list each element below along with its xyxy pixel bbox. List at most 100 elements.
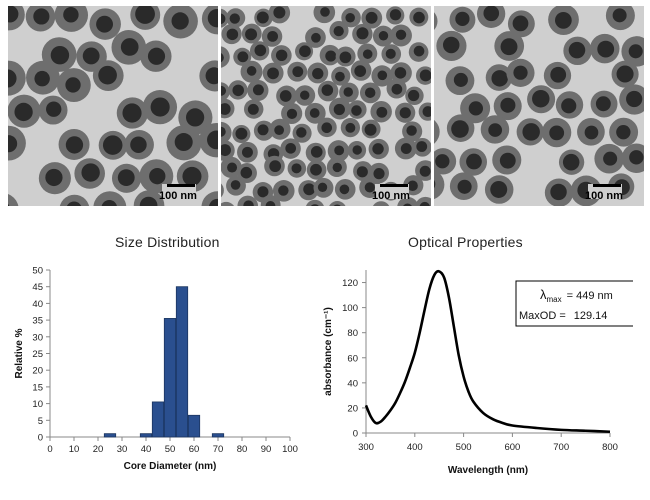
particle-core xyxy=(554,11,572,29)
size-distribution-chart: 0 5 10 15 20 25 30 35 40 45 50 0 10 20 30 40 50 60 70 80 90 1… xyxy=(14,266,298,473)
particle-core xyxy=(377,70,388,81)
particle-core xyxy=(243,200,254,206)
particle-core xyxy=(356,166,368,178)
particle-core xyxy=(101,199,117,206)
histogram-x-label: Core Diameter (nm) xyxy=(124,461,217,472)
particle-core xyxy=(364,123,377,136)
histogram-axes: 0 5 10 15 20 25 30 35 40 45 50 0 10 20 30 40 50 60 70 80 90 1… xyxy=(32,266,298,456)
particle-core xyxy=(372,143,384,155)
particle-core xyxy=(345,122,356,133)
particle-core xyxy=(321,84,334,96)
particle-core xyxy=(291,163,302,174)
particle-core xyxy=(286,108,298,119)
particle-core xyxy=(139,196,158,206)
particle-core xyxy=(335,71,345,82)
particle-core xyxy=(310,163,322,176)
lambda-max-value: = 449 nm xyxy=(567,290,613,302)
particle-core xyxy=(300,90,310,100)
particle-core xyxy=(394,67,407,79)
particle-core xyxy=(96,15,113,33)
particle-core xyxy=(416,141,428,152)
tem-image-3: 100 nm xyxy=(434,6,644,206)
particle-core xyxy=(628,44,643,59)
particle-core xyxy=(174,133,193,152)
particle-core xyxy=(325,50,337,62)
histogram-x-tick-label: 90 xyxy=(261,444,272,455)
scale-bar-line xyxy=(593,184,621,187)
particle-core xyxy=(171,12,189,30)
spectrum-y-tick-label: 80 xyxy=(347,328,358,339)
particle-core xyxy=(230,180,241,190)
particle-core xyxy=(299,45,311,58)
particle-core xyxy=(500,97,516,113)
particle-core xyxy=(279,90,292,102)
particle-core xyxy=(241,146,253,158)
particle-core xyxy=(317,182,328,192)
particle-core xyxy=(376,106,388,118)
particle-core xyxy=(320,7,330,17)
particle-shell xyxy=(221,46,230,68)
particle-core xyxy=(391,83,403,95)
histogram-y-tick-label: 35 xyxy=(32,316,43,327)
particle-shell xyxy=(8,60,26,96)
particle-core xyxy=(265,201,276,206)
particle-core xyxy=(407,180,418,191)
particle-core xyxy=(399,107,411,119)
particle-core xyxy=(345,12,355,23)
particle-core xyxy=(343,87,353,97)
particle-shell xyxy=(434,12,438,31)
particle-core xyxy=(334,145,345,156)
particle-core xyxy=(205,67,218,85)
spectrum-x-tick-label: 500 xyxy=(456,442,472,453)
scale-bar: 100 nm xyxy=(159,184,197,202)
particle-core xyxy=(278,185,289,196)
particle-core xyxy=(65,77,81,93)
particle-core xyxy=(235,127,248,140)
particle-core xyxy=(488,123,503,137)
annotation-border xyxy=(515,280,633,327)
particle-core xyxy=(312,67,324,80)
particle-core xyxy=(584,125,599,140)
particle-core xyxy=(512,15,529,32)
particles xyxy=(221,6,431,206)
particle-shell xyxy=(434,120,440,144)
particle-core xyxy=(490,180,508,198)
particle-core xyxy=(82,47,100,65)
particle-core xyxy=(246,66,257,76)
particle-core xyxy=(34,70,50,87)
particle-core xyxy=(273,6,286,19)
particle-core xyxy=(247,103,259,115)
particle-shell xyxy=(260,195,281,206)
particles xyxy=(434,6,644,206)
tem-image-3-svg: 100 nm xyxy=(434,6,644,206)
particle-core xyxy=(117,169,135,187)
particle-core xyxy=(442,36,460,54)
particle-core xyxy=(149,167,166,185)
particle-core xyxy=(561,98,577,114)
histogram-y-tick-label: 40 xyxy=(32,299,43,310)
tem-image-1: 100 nm xyxy=(8,6,218,206)
particle-core xyxy=(395,29,407,40)
particle-core xyxy=(122,103,142,123)
scale-bar-line xyxy=(167,184,195,187)
spectrum-y-tick-label: 60 xyxy=(347,353,358,364)
histogram-bar xyxy=(151,401,165,438)
particle-core xyxy=(332,162,342,173)
scale-bar-label: 100 nm xyxy=(159,190,197,202)
spectrum-y-tick-label: 40 xyxy=(347,378,358,389)
particle-core xyxy=(400,143,412,155)
tem-image-1-svg: 100 nm xyxy=(8,6,218,206)
histogram-y-tick-label: 20 xyxy=(32,366,43,377)
particle-core xyxy=(321,122,333,134)
particle-core xyxy=(237,51,249,63)
particle-core xyxy=(33,8,50,25)
particle-core xyxy=(8,69,17,88)
particle-core xyxy=(532,89,550,108)
particle-core xyxy=(333,204,341,206)
particle-core xyxy=(603,151,618,166)
particle-core xyxy=(65,136,84,154)
particle-core xyxy=(499,152,516,169)
particle-core xyxy=(483,6,500,22)
particle-core xyxy=(252,84,264,96)
spectrum-x-label: Wavelength (nm) xyxy=(448,465,528,476)
